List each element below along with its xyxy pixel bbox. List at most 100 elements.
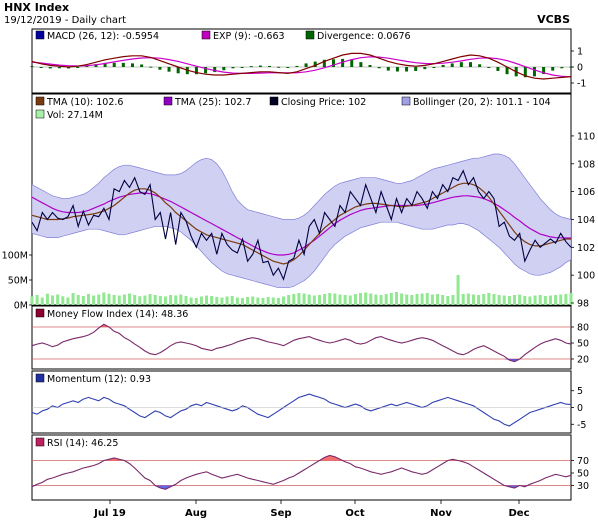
- volume-bar: [276, 298, 280, 305]
- momentum-line: [31, 393, 572, 427]
- volume-bar: [564, 294, 568, 305]
- y-tick-label: 5: [577, 386, 583, 397]
- volume-bar: [194, 298, 198, 305]
- legend-item: Closing Price: 102: [269, 96, 366, 108]
- divergence-bar: [395, 67, 399, 72]
- volume-bar: [497, 295, 501, 305]
- y-tick-label: 80: [577, 323, 589, 334]
- volume-bar: [492, 294, 496, 305]
- divergence-bar: [112, 62, 116, 67]
- volume-bar: [394, 292, 398, 305]
- threshold-fill: [32, 359, 571, 362]
- legend-item: MACD (26, 12): -0.5954: [35, 30, 159, 42]
- legend-swatch: [35, 437, 45, 447]
- mfi-panel: [31, 305, 572, 370]
- divergence-bar: [469, 62, 473, 67]
- volume-bar: [40, 297, 44, 305]
- volume-tick-label: 0M: [14, 301, 28, 312]
- volume-bar: [441, 295, 445, 305]
- divergence-bar: [167, 67, 171, 72]
- tma10-line: [31, 182, 571, 265]
- volume-bar: [471, 294, 475, 305]
- macd-line: [31, 52, 572, 80]
- volume-bar: [312, 295, 316, 305]
- volume-bar: [292, 294, 296, 305]
- volume-bar: [287, 295, 291, 305]
- volume-bar: [128, 293, 132, 305]
- volume-bar: [451, 295, 455, 305]
- legend-label: MACD (26, 12): -0.5954: [47, 31, 159, 42]
- volume-bar: [205, 295, 209, 305]
- volume-bar: [446, 296, 450, 305]
- y-tick-label: 0: [577, 403, 583, 414]
- x-tick-label: Sep: [270, 508, 291, 519]
- volume-bar: [374, 294, 378, 305]
- divergence-bar: [331, 59, 335, 67]
- volume-bar: [384, 294, 388, 305]
- legend-label: RSI (14): 46.25: [47, 438, 118, 449]
- divergence-bar: [432, 67, 436, 68]
- divergence-bar: [459, 62, 463, 67]
- volume-bar: [97, 294, 101, 305]
- volume-bar: [405, 294, 409, 305]
- volume-bar: [482, 294, 486, 305]
- divergence-bar: [103, 62, 107, 67]
- divergence-bar: [30, 66, 34, 68]
- divergence-bar: [258, 65, 262, 67]
- volume-bar: [179, 294, 183, 305]
- legend-swatch: [35, 373, 45, 383]
- volume-bar: [533, 295, 537, 305]
- volume-bar: [220, 297, 224, 305]
- volume-bar: [174, 295, 178, 305]
- divergence-bar: [295, 65, 299, 67]
- volume-bar: [225, 296, 229, 305]
- volume-bar: [379, 295, 383, 305]
- legend-swatch: [163, 96, 173, 106]
- divergence-bar: [213, 67, 217, 73]
- divergence-bar: [76, 67, 80, 68]
- rsi-line: [31, 454, 572, 490]
- divergence-bar: [222, 67, 226, 71]
- legend-swatch: [401, 96, 411, 106]
- volume-bar: [518, 294, 522, 305]
- legend-swatch: [305, 30, 315, 40]
- divergence-bar: [85, 65, 89, 67]
- volume-tick-label: 100M: [2, 251, 28, 262]
- volume-bar: [338, 294, 342, 305]
- divergence-bar: [523, 67, 527, 78]
- divergence-bar: [542, 67, 546, 75]
- volume-bar: [400, 293, 404, 305]
- volume-bar: [554, 295, 558, 305]
- volume-bar: [348, 295, 352, 305]
- y-tick-label: 0: [577, 63, 583, 74]
- bollinger-lower-line: [31, 221, 572, 289]
- divergence-bar: [368, 65, 372, 67]
- volume-bar: [71, 293, 75, 305]
- volume-bar: [51, 295, 55, 305]
- legend-label: Money Flow Index (14): 48.36: [47, 309, 188, 320]
- y-tick-label: 108: [577, 159, 595, 170]
- y-tick-label: 20: [577, 355, 589, 366]
- divergence-bar: [487, 67, 491, 68]
- bollinger-upper-line: [31, 153, 572, 220]
- volume-bar: [271, 297, 275, 305]
- divergence-bar: [249, 66, 253, 68]
- divergence-bar: [204, 67, 208, 74]
- legend-item: Bollinger (20, 2): 101.1 - 104: [401, 96, 551, 108]
- legend-swatch: [35, 30, 45, 40]
- divergence-bar: [158, 67, 162, 70]
- volume-bar: [256, 297, 260, 305]
- volume-bar: [548, 295, 552, 305]
- volume-bar: [410, 295, 414, 305]
- volume-bar: [148, 294, 152, 305]
- legend-swatch: [269, 96, 279, 106]
- volume-bar: [559, 294, 563, 305]
- volume-bar: [436, 294, 440, 305]
- volume-bar: [543, 296, 547, 305]
- legend-swatch: [35, 96, 45, 106]
- volume-bar: [76, 295, 80, 305]
- volume-bar: [210, 296, 214, 305]
- volume-bar: [215, 297, 219, 305]
- chart-title: HNX Index: [4, 1, 69, 14]
